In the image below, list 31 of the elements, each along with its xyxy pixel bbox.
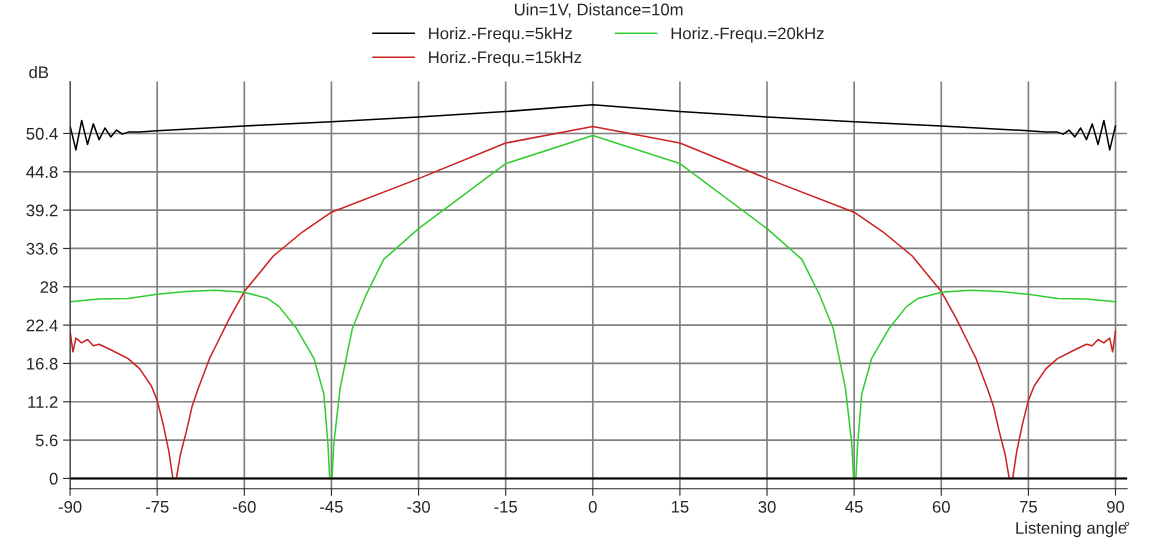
x-tick-label: -15 <box>494 501 518 513</box>
y-tick-label: 11.2 <box>28 396 58 408</box>
x-tick-label: 0 <box>588 500 597 513</box>
y-tick-label: 50.4 <box>26 127 58 140</box>
y-tick-label: 16.8 <box>27 357 58 370</box>
line-series <box>70 103 1117 151</box>
y-tick-label: 28 <box>40 281 58 293</box>
x-axis-title: Listening angle <box>1016 521 1127 538</box>
y-tick-label: 39.2 <box>26 204 58 217</box>
y-tick-label: 44.8 <box>26 166 58 178</box>
x-tick-label: 60 <box>932 500 950 513</box>
y-tick-label: 22.4 <box>26 319 58 332</box>
x-tick-label: -30 <box>407 500 430 513</box>
x-tick-label: 45 <box>845 501 863 513</box>
legend-label: Horiz.-Frequ.=15kHz <box>429 50 582 67</box>
x-tick-label: 30 <box>758 500 776 513</box>
x-tick-label: -45 <box>320 501 343 513</box>
legend-label: Horiz.-Frequ.=5kHz <box>429 27 572 43</box>
y-tick-label: 33.6 <box>26 242 58 255</box>
y-tick-label: 0 <box>49 472 58 485</box>
x-tick-label: 15 <box>671 501 689 513</box>
legend-label: Horiz.-Frequ.=20kHz <box>671 27 824 43</box>
text: ° <box>1124 521 1130 526</box>
x-tick-label: 75 <box>1019 501 1037 513</box>
y-axis-title: dB <box>29 65 49 79</box>
x-tick-label: -90 <box>58 500 82 513</box>
x-tick-label: 90 <box>1107 500 1125 513</box>
legend-title: Uin=1V, Distance=10m <box>514 3 683 18</box>
x-tick-label: -60 <box>233 500 256 513</box>
x-tick-label: -75 <box>145 501 169 513</box>
y-tick-label: 5.6 <box>35 434 58 447</box>
